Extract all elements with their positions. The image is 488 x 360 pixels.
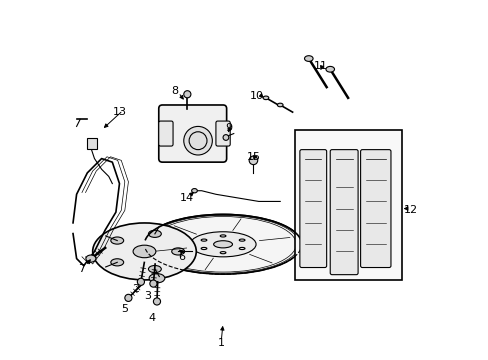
Ellipse shape: [153, 298, 160, 305]
Ellipse shape: [93, 223, 196, 280]
Text: 1: 1: [217, 338, 224, 347]
Ellipse shape: [111, 259, 123, 266]
FancyBboxPatch shape: [86, 138, 97, 149]
Text: 10: 10: [249, 91, 264, 101]
Text: 8: 8: [171, 86, 178, 96]
Text: 13: 13: [112, 107, 126, 117]
Ellipse shape: [263, 96, 268, 100]
Ellipse shape: [325, 66, 334, 72]
Text: 5: 5: [121, 303, 128, 314]
Text: 3: 3: [144, 291, 151, 301]
Ellipse shape: [190, 232, 256, 257]
Text: 2: 2: [132, 284, 139, 294]
FancyBboxPatch shape: [159, 121, 173, 146]
Ellipse shape: [183, 91, 190, 98]
Ellipse shape: [148, 230, 161, 237]
FancyBboxPatch shape: [216, 121, 230, 146]
FancyBboxPatch shape: [159, 105, 226, 162]
FancyBboxPatch shape: [360, 150, 390, 267]
Ellipse shape: [111, 237, 123, 244]
Text: 11: 11: [314, 61, 327, 71]
Ellipse shape: [183, 126, 212, 155]
Ellipse shape: [277, 103, 283, 107]
Ellipse shape: [248, 156, 257, 165]
Ellipse shape: [86, 255, 96, 262]
Ellipse shape: [144, 215, 301, 274]
Text: 9: 9: [224, 123, 231, 133]
Text: 4: 4: [148, 312, 155, 323]
Ellipse shape: [149, 274, 164, 283]
Ellipse shape: [124, 294, 132, 301]
Ellipse shape: [133, 245, 156, 258]
Ellipse shape: [149, 280, 157, 287]
Ellipse shape: [213, 241, 232, 248]
Text: 14: 14: [180, 193, 194, 203]
Ellipse shape: [191, 189, 197, 193]
Text: 7: 7: [78, 264, 85, 274]
Ellipse shape: [137, 278, 144, 285]
FancyBboxPatch shape: [299, 150, 326, 267]
Ellipse shape: [223, 135, 228, 140]
Text: 15: 15: [246, 152, 260, 162]
Text: 6: 6: [178, 252, 185, 262]
Text: 12: 12: [403, 205, 417, 215]
FancyBboxPatch shape: [294, 130, 401, 280]
Ellipse shape: [148, 265, 161, 273]
Ellipse shape: [171, 248, 184, 255]
FancyBboxPatch shape: [329, 150, 357, 275]
Ellipse shape: [304, 56, 312, 62]
